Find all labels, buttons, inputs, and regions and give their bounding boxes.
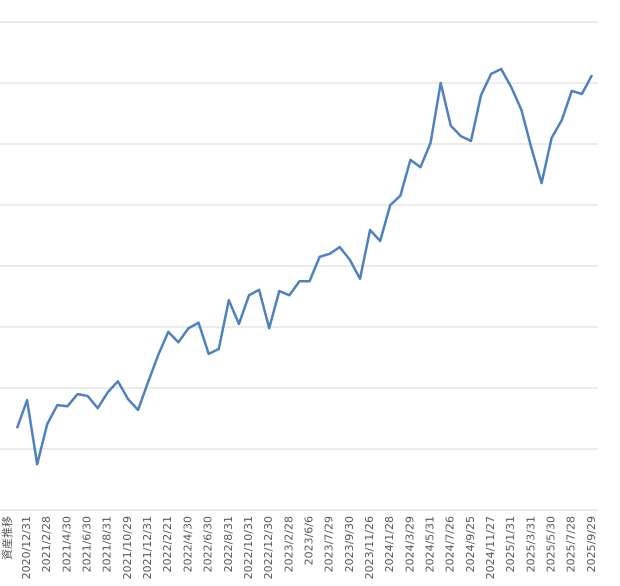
x-tick-label: 2023/7/29 (323, 516, 336, 572)
x-tick-label: 2022/8/31 (222, 516, 235, 572)
x-tick-label: 2023/2/28 (282, 516, 295, 572)
legend-label: 資産推移 (0, 516, 14, 560)
line-series (15, 67, 594, 466)
x-tick-label: 2022/12/30 (262, 516, 275, 579)
x-tick-label: 2020/12/31 (20, 516, 33, 579)
x-tick-label: 2021/12/31 (141, 516, 154, 579)
x-tick-label: 2024/9/25 (464, 516, 477, 572)
x-tick-label: 2024/1/28 (383, 516, 396, 572)
x-tick-label: 2025/5/30 (545, 516, 558, 572)
x-tick-label: 2022/4/30 (181, 516, 194, 572)
x-tick-label: 2025/7/28 (565, 516, 578, 572)
x-tick-label: 2024/7/26 (444, 516, 457, 572)
x-tick-label: 2025/1/31 (504, 516, 517, 572)
x-tick-label: 2024/3/29 (403, 516, 416, 572)
x-tick-label: 2021/8/31 (101, 516, 114, 572)
x-tick-label: 2024/11/27 (484, 516, 497, 579)
x-tick-label: 2025/9/29 (585, 516, 598, 572)
x-tick-label: 2023/6/6 (302, 516, 315, 565)
x-tick-label: 2025/3/31 (524, 516, 537, 572)
x-tick-label: 2022/10/31 (242, 516, 255, 579)
x-tick-label: 2021/2/28 (40, 516, 53, 572)
x-tick-label: 2022/2/21 (161, 516, 174, 572)
x-tick-label: 2023/11/26 (363, 516, 376, 579)
x-tick-label: 2021/10/29 (121, 516, 134, 579)
x-tick-label: 2024/5/31 (424, 516, 437, 572)
x-tick-label: 2022/6/30 (202, 516, 215, 572)
x-tick-label: 2021/6/30 (81, 516, 94, 572)
x-tick-label: 2021/4/30 (60, 516, 73, 572)
x-tick-label: 2023/9/30 (343, 516, 356, 572)
